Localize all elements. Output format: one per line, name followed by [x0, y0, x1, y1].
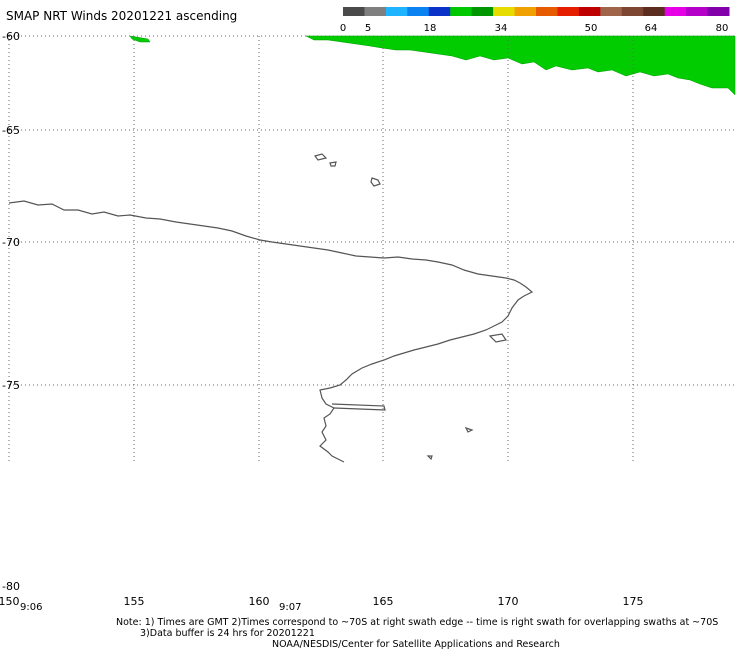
- lon-label-165: 165: [373, 595, 394, 608]
- colorbar-segment: [385, 7, 408, 16]
- colorbar-segment: [343, 7, 365, 16]
- colorbar-segment: [428, 7, 451, 16]
- colorbar-segment: [471, 7, 494, 16]
- lon-label-160: 160: [249, 595, 270, 608]
- colorbar-segment: [557, 7, 580, 16]
- colorbar-segment: [578, 7, 601, 16]
- lon-label-150: 150: [0, 595, 20, 608]
- colorbar-segment: [686, 7, 709, 16]
- colorbar-labels: 0 5 18 34 50 64 80: [340, 23, 729, 34]
- swath-time-2: 9:07: [279, 602, 301, 613]
- colorbar-segment: [621, 7, 644, 16]
- lon-label-155: 155: [124, 595, 145, 608]
- graticule: [8, 35, 735, 462]
- colorbar-label-80: 80: [716, 23, 729, 34]
- island-4: [488, 333, 507, 343]
- island-1: [313, 153, 328, 161]
- latitude-labels: -60 -65 -70 -75 -80: [2, 30, 20, 593]
- colorbar-segment: [407, 7, 430, 16]
- island-3: [370, 177, 381, 187]
- colorbar-label-18: 18: [424, 23, 437, 34]
- swath-time-1: 9:06: [20, 602, 42, 613]
- island-5: [464, 426, 474, 433]
- wind-speed-colorbar: [343, 7, 730, 16]
- longitude-labels: 150 155 160 165 170 175: [0, 595, 644, 608]
- island-2: [329, 161, 337, 167]
- lat-label-60: -60: [2, 30, 20, 43]
- lon-label-175: 175: [623, 595, 644, 608]
- lat-label-70: -70: [2, 236, 20, 249]
- colorbar-segment: [643, 7, 666, 16]
- ice-tongue: [331, 403, 386, 411]
- lat-label-65: -65: [2, 124, 20, 137]
- colorbar-segment: [364, 7, 387, 16]
- antarctic-coastline: [8, 200, 534, 463]
- footnotes: Note: 1) Times are GMT 2)Times correspon…: [116, 617, 718, 650]
- colorbar-segment: [536, 7, 558, 16]
- colorbar-label-50: 50: [585, 23, 598, 34]
- colorbar-label-34: 34: [495, 23, 508, 34]
- colorbar-segment: [664, 7, 687, 16]
- colorbar-segment: [600, 7, 623, 16]
- swath-time-labels: 9:06 9:07: [20, 602, 301, 613]
- wind-swath-main: [305, 35, 736, 96]
- colorbar-label-5: 5: [365, 23, 371, 34]
- map-title: SMAP NRT Winds 20201221 ascending: [6, 9, 237, 23]
- wind-swath-patch: [129, 35, 151, 43]
- colorbar-segment: [450, 7, 473, 16]
- colorbar-label-0: 0: [340, 23, 346, 34]
- colorbar-segment: [514, 7, 537, 16]
- footnote-line-3: NOAA/NESDIS/Center for Satellite Applica…: [272, 639, 560, 650]
- lat-label-80: -80: [2, 580, 20, 593]
- footnote-line-2: 3)Data buffer is 24 hrs for 20201221: [140, 628, 315, 639]
- colorbar-label-64: 64: [645, 23, 658, 34]
- colorbar-segment: [493, 7, 516, 16]
- wind-swath: [129, 35, 736, 96]
- island-6: [426, 455, 433, 461]
- footnote-line-1: Note: 1) Times are GMT 2)Times correspon…: [116, 617, 718, 628]
- lon-label-170: 170: [498, 595, 519, 608]
- coastline: [8, 153, 534, 463]
- lat-label-75: -75: [2, 379, 20, 392]
- colorbar-segment: [707, 7, 730, 16]
